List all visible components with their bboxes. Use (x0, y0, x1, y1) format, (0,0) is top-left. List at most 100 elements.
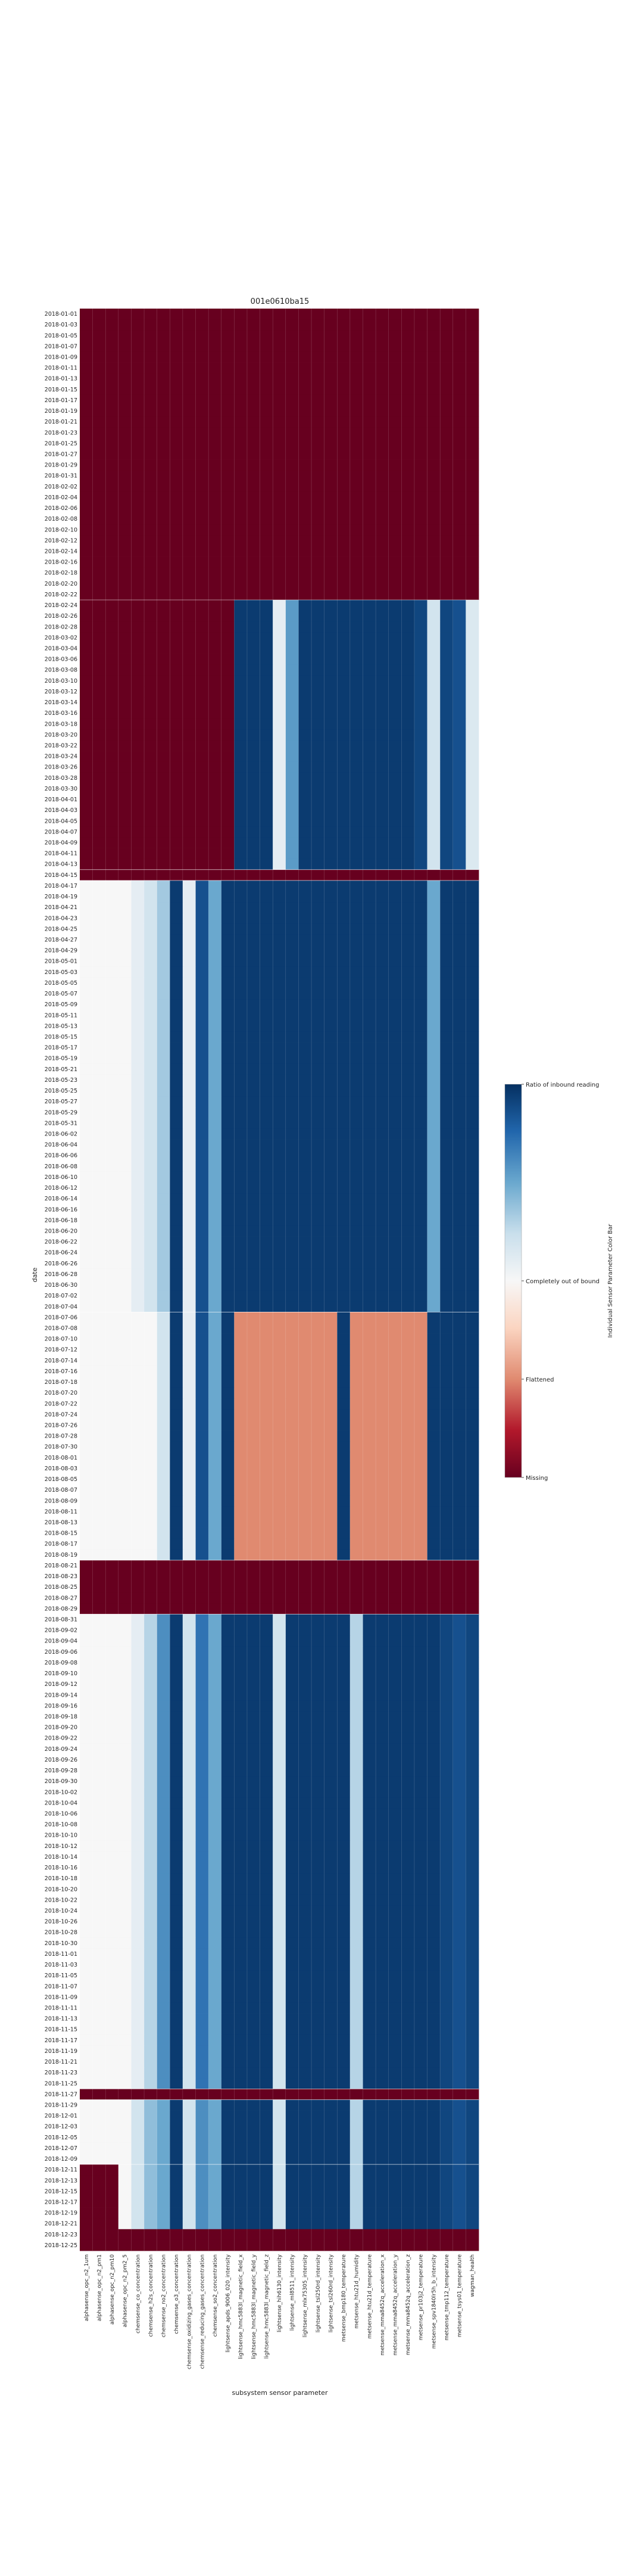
heatmap-cell (131, 740, 145, 751)
heatmap-cell (273, 503, 286, 514)
heatmap-cell (260, 319, 273, 331)
heatmap-cell (363, 794, 376, 805)
heatmap-cell (337, 1538, 351, 1550)
heatmap-cell (452, 751, 466, 763)
heatmap-cell (260, 1150, 273, 1162)
heatmap-cell (131, 319, 145, 331)
heatmap-cell (208, 934, 222, 945)
heatmap-cell (376, 945, 389, 957)
heatmap-cell (246, 1776, 260, 1787)
heatmap-cell (440, 1463, 454, 1474)
heatmap-cell (80, 1657, 93, 1669)
heatmap-cell (273, 384, 286, 396)
heatmap-cell (427, 740, 441, 751)
heatmap-cell (246, 708, 260, 719)
heatmap-cell (440, 1355, 454, 1367)
heatmap-cell (131, 514, 145, 525)
heatmap-cell (273, 2013, 286, 2025)
heatmap-cell (80, 1430, 93, 1442)
heatmap-cell (311, 1409, 325, 1420)
heatmap-cell (324, 1031, 338, 1043)
heatmap-cell (466, 1754, 479, 1766)
heatmap-cell (466, 1139, 479, 1151)
heatmap-cell (105, 945, 119, 957)
heatmap-cell (401, 664, 415, 676)
heatmap-cell (466, 945, 479, 957)
heatmap-cell (260, 1905, 273, 1917)
heatmap-cell (388, 751, 402, 763)
heatmap-cell (311, 1355, 325, 1367)
heatmap-cell (285, 1765, 299, 1777)
heatmap-cell (80, 503, 93, 514)
heatmap-cell (105, 1743, 119, 1755)
heatmap-cell (273, 686, 286, 698)
heatmap-cell (208, 1851, 222, 1863)
heatmap-cell (311, 1128, 325, 1140)
heatmap-cell (157, 1236, 170, 1248)
heatmap-cell (298, 309, 312, 320)
heatmap-cell (311, 1527, 325, 1539)
heatmap-cell (273, 1021, 286, 1032)
heatmap-cell (466, 1010, 479, 1021)
heatmap-cell (376, 923, 389, 935)
heatmap-cell (363, 891, 376, 903)
heatmap-cell (324, 373, 338, 385)
heatmap-cell (427, 1063, 441, 1075)
heatmap-cell (363, 1743, 376, 1755)
heatmap-cell (440, 1937, 454, 1949)
heatmap-cell (118, 664, 132, 676)
heatmap-cell (349, 1365, 363, 1377)
heatmap-cell (401, 880, 415, 892)
heatmap-cell (170, 1668, 183, 1679)
heatmap-cell (298, 686, 312, 698)
heatmap-cell (234, 1387, 248, 1399)
heatmap-cell (246, 1592, 260, 1604)
heatmap-cell (144, 977, 158, 989)
heatmap-cell (234, 1010, 248, 1021)
heatmap-cell (440, 1679, 454, 1690)
heatmap-cell (414, 1463, 427, 1474)
heatmap-cell (246, 740, 260, 751)
heatmap-cell (80, 1646, 93, 1658)
heatmap-cell (414, 394, 427, 406)
heatmap-cell (182, 1096, 196, 1107)
heatmap-cell (260, 1549, 273, 1561)
heatmap-cell (440, 567, 454, 579)
heatmap-cell (234, 1937, 248, 1949)
heatmap-cell (170, 1614, 183, 1625)
heatmap-cell (337, 1474, 351, 1485)
heatmap-cell (234, 1031, 248, 1043)
heatmap-cell (118, 1430, 132, 1442)
heatmap-cell (105, 556, 119, 568)
heatmap-cell (195, 1506, 209, 1517)
heatmap-cell (311, 1927, 325, 1939)
heatmap-cell (92, 1323, 106, 1334)
heatmap-cell (170, 675, 183, 687)
heatmap-cell (118, 1268, 132, 1280)
heatmap-cell (195, 923, 209, 935)
heatmap-cell (376, 491, 389, 503)
heatmap-cell (466, 1280, 479, 1291)
heatmap-cell (131, 1754, 145, 1766)
heatmap-cell (363, 761, 376, 773)
heatmap-cell (144, 1355, 158, 1367)
heatmap-cell (376, 761, 389, 773)
heatmap-cell (221, 1700, 235, 1712)
heatmap-cell (349, 1571, 363, 1582)
heatmap-cell (144, 1387, 158, 1399)
heatmap-cell (376, 1485, 389, 1496)
heatmap-cell (427, 1398, 441, 1410)
heatmap-cell (208, 913, 222, 924)
heatmap-cell (427, 384, 441, 396)
heatmap-cell (234, 848, 248, 860)
heatmap-cell (452, 1150, 466, 1162)
heatmap-cell (246, 1355, 260, 1367)
heatmap-cell (311, 1635, 325, 1647)
heatmap-cell (285, 1603, 299, 1614)
heatmap-cell (414, 654, 427, 665)
heatmap-cell (105, 826, 119, 838)
heatmap-cell (349, 740, 363, 751)
heatmap-cell (311, 1452, 325, 1464)
heatmap-cell (118, 1992, 132, 2003)
heatmap-cell (208, 1797, 222, 1809)
